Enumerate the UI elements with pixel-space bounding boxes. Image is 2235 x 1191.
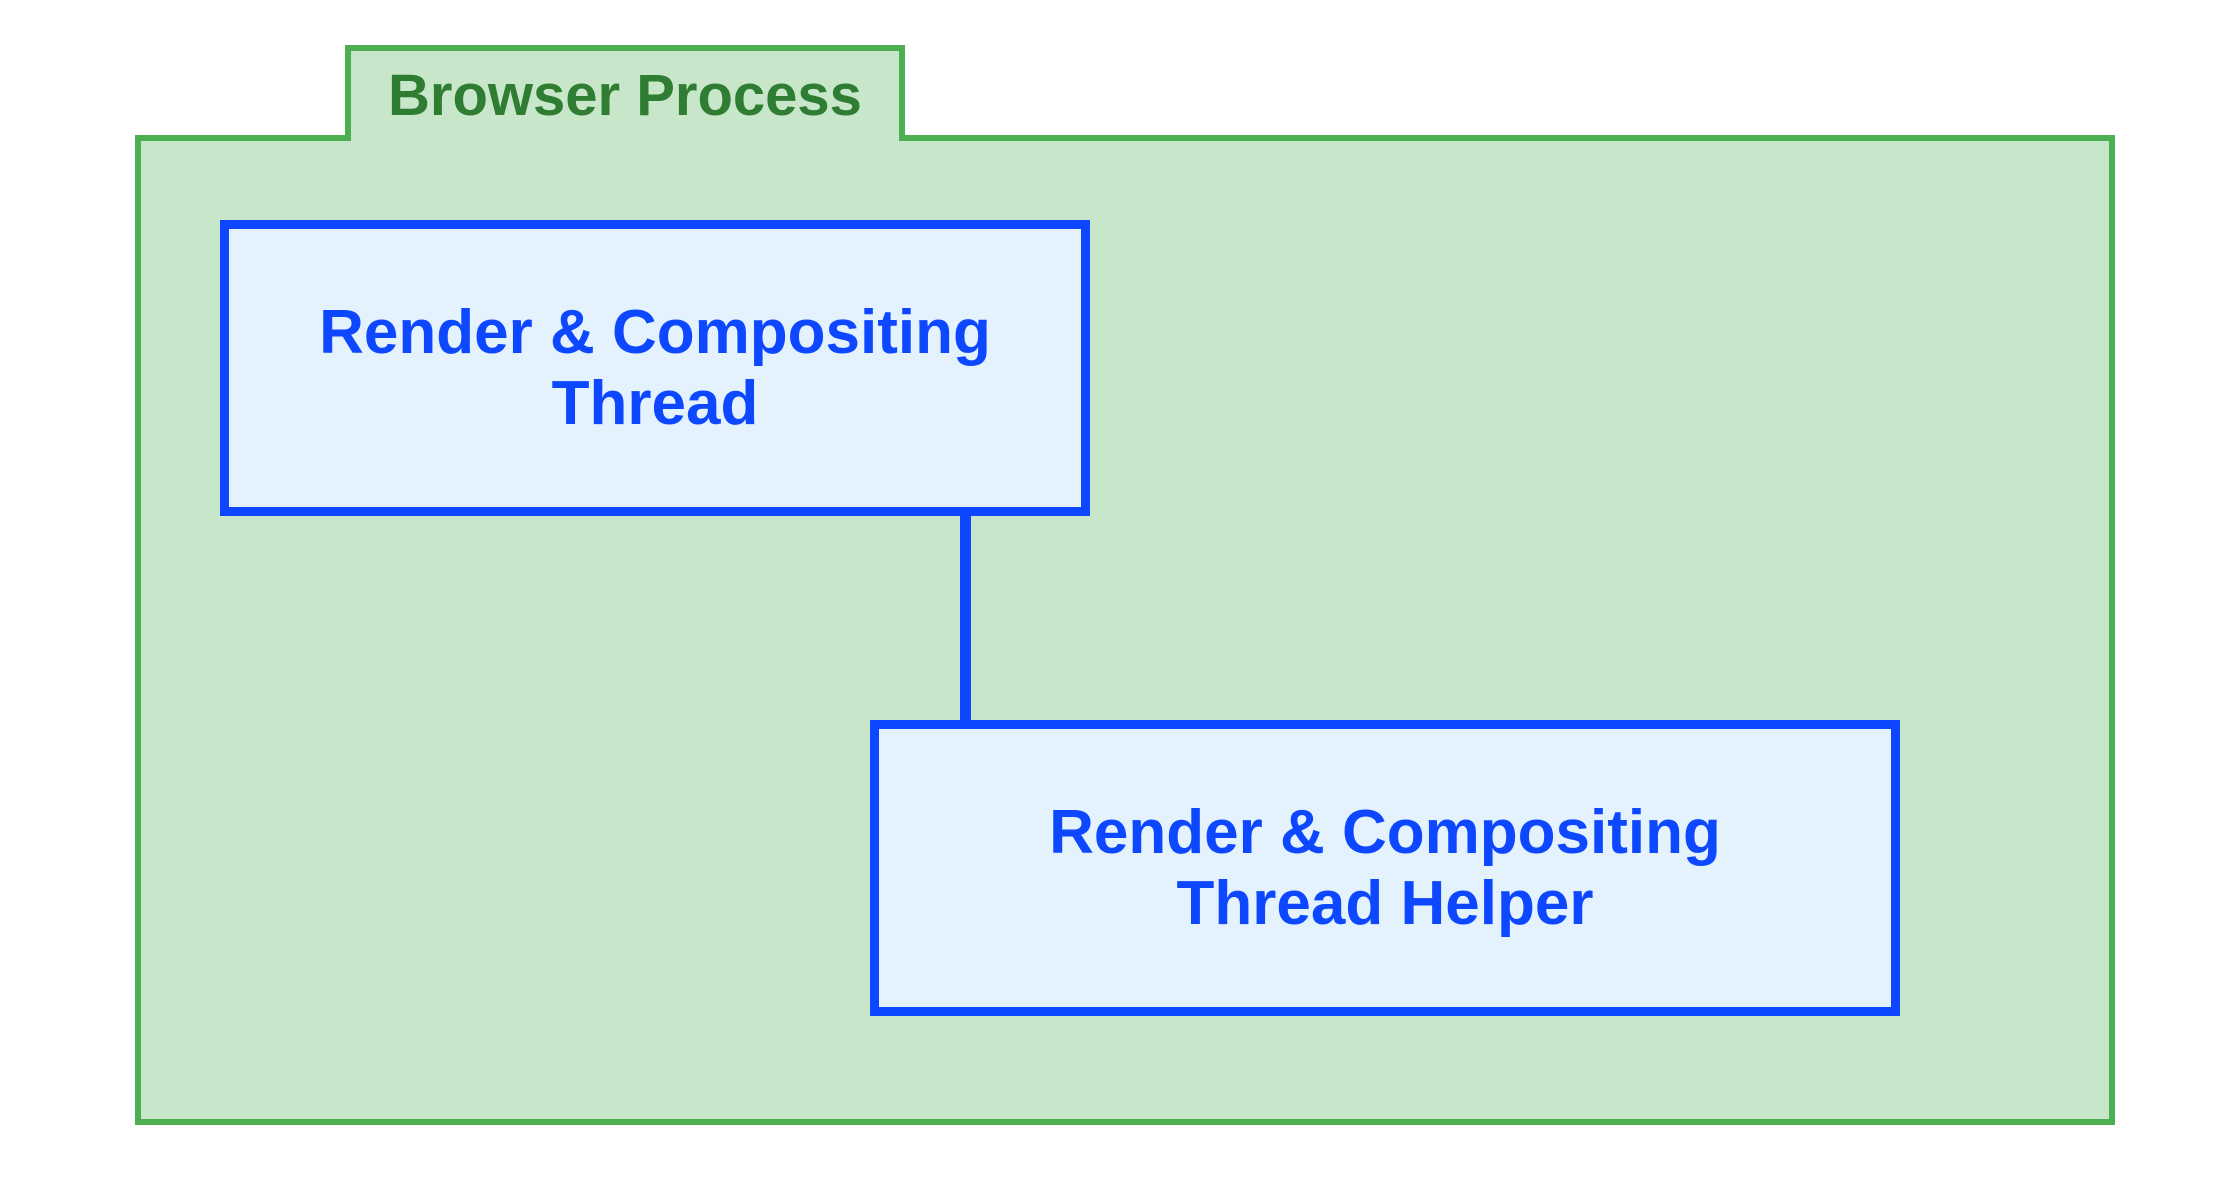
render-thread-label: Render & Compositing Thread bbox=[303, 289, 1007, 448]
diagram-canvas: Browser Process Render & Compositing Thr… bbox=[0, 0, 2235, 1191]
render-helper-label: Render & Compositing Thread Helper bbox=[1033, 789, 1737, 948]
render-thread-to-helper-edge bbox=[960, 516, 971, 720]
browser-process-tab: Browser Process bbox=[345, 45, 905, 141]
render-helper-box: Render & Compositing Thread Helper bbox=[870, 720, 1900, 1016]
render-thread-box: Render & Compositing Thread bbox=[220, 220, 1090, 516]
browser-process-label: Browser Process bbox=[388, 64, 862, 128]
